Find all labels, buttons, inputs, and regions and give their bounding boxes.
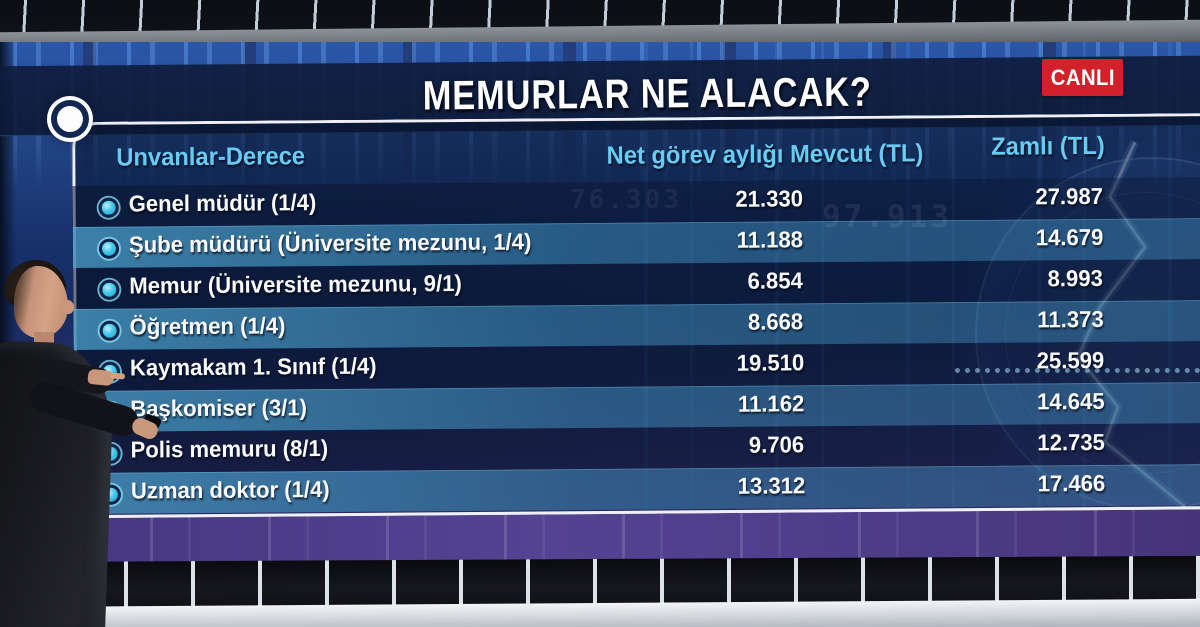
row-current-value: 19.510 xyxy=(736,349,805,376)
row-raised-value: 17.466 xyxy=(1037,469,1105,497)
row-raised-value: 14.645 xyxy=(1036,387,1105,415)
row-raised-value: 12.735 xyxy=(1036,428,1105,456)
row-label: Genel müdür (1/4) xyxy=(128,189,317,217)
presenter-silhouette xyxy=(0,248,202,627)
dotted-markers-decoration xyxy=(955,368,1200,373)
presenter-pointing-finger xyxy=(109,372,126,380)
live-badge-label: CANLI xyxy=(1050,64,1115,90)
row-current-value: 9.706 xyxy=(749,431,805,458)
presenter-nose xyxy=(62,300,74,314)
row-current-value: 11.162 xyxy=(737,390,805,417)
salary-table-panel: Unvanlar-Derece Net görev aylığı Mevcut … xyxy=(56,105,1200,520)
row-raised-value: 11.373 xyxy=(1037,305,1104,333)
row-raised-value: 8.993 xyxy=(1047,264,1104,292)
corner-circle-emblem xyxy=(56,105,84,133)
live-badge: CANLI xyxy=(1042,59,1123,96)
presenter-head xyxy=(14,266,68,338)
row-current-value: 8.668 xyxy=(748,308,804,335)
row-current-value: 13.312 xyxy=(737,472,805,499)
table-header-row: Unvanlar-Derece Net görev aylığı Mevcut … xyxy=(72,129,1200,184)
bullet-icon xyxy=(98,197,119,218)
row-raised-value: 14.679 xyxy=(1035,223,1104,251)
row-raised-value: 27.987 xyxy=(1034,182,1103,210)
column-header-titles: Unvanlar-Derece xyxy=(116,142,306,172)
row-current-value: 21.330 xyxy=(734,185,803,212)
column-header-current-salary: Net görev aylığı Mevcut (TL) xyxy=(606,139,924,170)
table-body: Genel müdür (1/4) 21.330 27.987 Şube müd… xyxy=(72,177,1200,514)
row-current-value: 6.854 xyxy=(747,267,804,294)
column-header-raised-salary: Zamlı (TL) xyxy=(991,131,1106,161)
row-current-value: 11.188 xyxy=(736,226,804,253)
